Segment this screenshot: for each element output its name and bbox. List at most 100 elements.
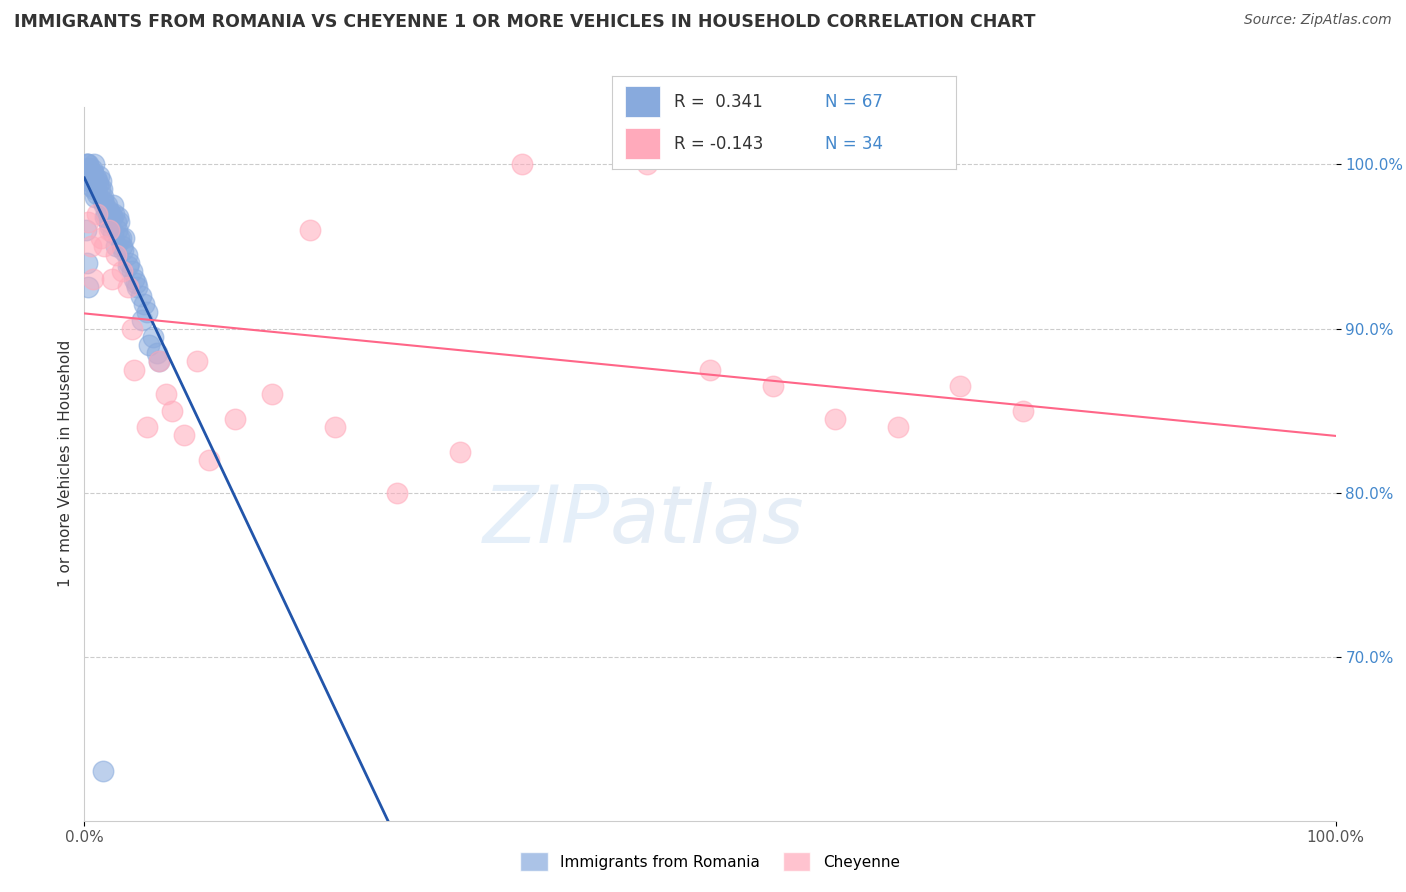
Point	[79, 161, 101, 175]
Point	[136, 305, 159, 319]
Point	[124, 362, 146, 376]
Point	[762, 379, 785, 393]
Point	[80, 162, 103, 177]
Point	[98, 223, 121, 237]
Point	[101, 210, 124, 224]
Point	[105, 223, 128, 237]
Point	[146, 346, 169, 360]
Point	[108, 215, 131, 229]
Point	[94, 207, 117, 221]
Point	[89, 169, 111, 183]
Point	[104, 248, 127, 262]
Point	[90, 182, 112, 196]
Text: R =  0.341: R = 0.341	[673, 93, 762, 111]
Point	[86, 207, 108, 221]
Point	[142, 329, 165, 343]
Point	[138, 338, 160, 352]
Point	[91, 764, 114, 779]
Point	[91, 190, 114, 204]
Point	[949, 379, 972, 393]
Point	[77, 280, 100, 294]
Point	[76, 157, 98, 171]
Point	[224, 411, 246, 425]
Point	[84, 190, 107, 204]
Point	[86, 174, 108, 188]
Point	[75, 166, 97, 180]
Point	[100, 207, 122, 221]
Point	[148, 354, 170, 368]
Point	[111, 264, 134, 278]
Point	[107, 210, 129, 224]
Point	[91, 194, 114, 208]
Point	[97, 207, 120, 221]
Point	[93, 239, 115, 253]
Point	[262, 387, 284, 401]
Point	[124, 272, 146, 286]
Point	[155, 387, 177, 401]
Point	[103, 207, 125, 221]
Text: IMMIGRANTS FROM ROMANIA VS CHEYENNE 1 OR MORE VEHICLES IN HOUSEHOLD CORRELATION : IMMIGRANTS FROM ROMANIA VS CHEYENNE 1 OR…	[14, 13, 1036, 31]
Point	[125, 280, 148, 294]
Point	[98, 215, 121, 229]
Point	[824, 411, 846, 425]
Point	[124, 276, 146, 290]
Point	[111, 239, 134, 253]
Y-axis label: 1 or more Vehicles in Household: 1 or more Vehicles in Household	[58, 340, 73, 588]
Point	[83, 182, 105, 196]
Point	[117, 280, 139, 294]
Point	[110, 231, 132, 245]
Point	[84, 170, 107, 185]
Point	[1012, 403, 1035, 417]
Point	[77, 215, 100, 229]
Point	[79, 239, 101, 253]
Point	[637, 157, 659, 171]
Text: N = 67: N = 67	[825, 93, 883, 111]
Point	[90, 231, 112, 245]
Point	[89, 182, 111, 196]
Point	[86, 186, 108, 201]
Point	[90, 174, 112, 188]
Point	[699, 362, 721, 376]
Text: R = -0.143: R = -0.143	[673, 135, 763, 153]
Point	[75, 223, 97, 237]
Point	[129, 288, 152, 302]
Point	[148, 354, 170, 368]
Point	[173, 428, 195, 442]
Point	[96, 198, 118, 212]
Point	[82, 174, 104, 188]
Text: Source: ZipAtlas.com: Source: ZipAtlas.com	[1244, 13, 1392, 28]
Point	[115, 248, 138, 262]
Point	[101, 198, 124, 212]
Point	[79, 166, 101, 180]
Text: N = 34: N = 34	[825, 135, 883, 153]
Point	[94, 210, 117, 224]
Point	[87, 177, 110, 191]
Point	[76, 157, 98, 171]
Point	[82, 166, 104, 180]
Point	[449, 444, 471, 458]
Text: atlas: atlas	[610, 482, 804, 560]
Point	[136, 420, 159, 434]
Bar	[626, 87, 659, 117]
Point	[887, 420, 910, 434]
Point	[83, 157, 105, 171]
Point	[104, 215, 127, 229]
Point	[76, 256, 98, 270]
Point	[112, 231, 135, 245]
Point	[121, 264, 143, 278]
Point	[79, 169, 101, 183]
Legend: Immigrants from Romania, Cheyenne: Immigrants from Romania, Cheyenne	[515, 847, 905, 877]
Point	[101, 227, 124, 241]
Point	[118, 256, 141, 270]
Point	[131, 313, 153, 327]
Point	[98, 219, 121, 234]
Point	[101, 272, 124, 286]
Point	[82, 272, 104, 286]
Point	[385, 485, 409, 500]
Point	[186, 354, 208, 368]
Point	[105, 239, 128, 253]
Text: ZIP: ZIP	[482, 482, 610, 560]
Point	[134, 297, 156, 311]
Point	[512, 157, 534, 171]
Point	[323, 420, 346, 434]
